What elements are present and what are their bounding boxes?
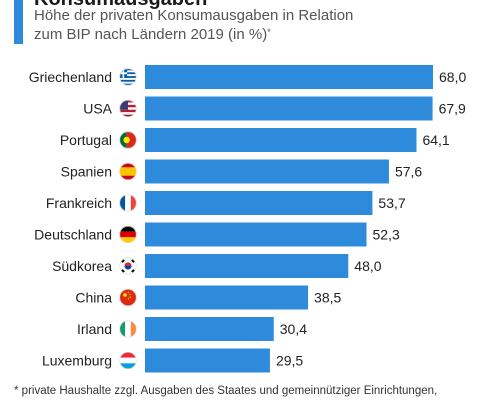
- subtitle-text: Höhe der privaten Konsumausgaben in Rela…: [34, 7, 354, 43]
- bar: [145, 317, 274, 341]
- category-label: Frankreich: [46, 195, 112, 211]
- value-label: 38,5: [314, 290, 341, 306]
- france-flag-icon: [119, 194, 137, 212]
- chart-subtitle: Höhe der privaten Konsumausgaben in Rela…: [34, 6, 353, 44]
- bar-row: Portugal 64,1: [60, 128, 450, 152]
- category-label: Irland: [77, 321, 112, 337]
- greece-flag-icon: [119, 68, 137, 86]
- bar-row: Irland 30,4: [77, 317, 307, 341]
- bar: [145, 254, 349, 278]
- bar-row: Spanien 57,6: [61, 159, 422, 184]
- bar: [145, 159, 389, 184]
- value-label: 48,0: [354, 258, 381, 274]
- value-label: 64,1: [422, 132, 449, 148]
- value-label: 52,3: [373, 227, 400, 243]
- category-label: Südkorea: [52, 258, 112, 274]
- footnote: * private Haushalte zzgl. Ausgaben des S…: [14, 385, 438, 397]
- bar: [145, 222, 367, 247]
- usa-flag-icon: [119, 100, 137, 118]
- bar-row: Frankreich 53,7: [46, 191, 406, 215]
- value-label: 68,0: [439, 69, 466, 85]
- category-label: Portugal: [60, 132, 112, 148]
- portugal-flag-icon: [119, 131, 137, 149]
- value-label: 30,4: [280, 321, 307, 337]
- title-accent-bar: [14, 0, 23, 44]
- bar: [145, 285, 309, 310]
- value-label: 53,7: [378, 195, 405, 211]
- bar-row: China 38,5: [75, 285, 342, 310]
- bar-row: Griechenland 68,0: [29, 65, 466, 89]
- bar-row: USA 67,9: [83, 96, 466, 121]
- bar: [145, 348, 270, 373]
- value-label: 29,5: [276, 353, 303, 369]
- subtitle-footnote-mark: *: [267, 27, 271, 37]
- category-label: Spanien: [61, 164, 112, 180]
- bar: [145, 96, 433, 121]
- category-label: China: [75, 290, 112, 306]
- germany-flag-icon: [119, 226, 137, 244]
- chart-title: Konsumausgaben: [34, 0, 207, 11]
- bar-row: Deutschland 52,3: [34, 222, 400, 247]
- category-label: Luxemburg: [42, 353, 112, 369]
- category-label: Deutschland: [34, 227, 112, 243]
- bar: [145, 128, 417, 152]
- category-label: USA: [83, 101, 112, 117]
- china-flag-icon: [119, 288, 137, 306]
- bar: [145, 65, 433, 89]
- south-korea-flag-icon: [119, 257, 137, 275]
- value-label: 67,9: [439, 101, 466, 117]
- ireland-flag-icon: [119, 320, 137, 338]
- spain-flag-icon: [119, 163, 137, 181]
- value-label: 57,6: [395, 164, 422, 180]
- category-label: Griechenland: [29, 69, 112, 85]
- luxembourg-flag-icon: [119, 351, 137, 369]
- bar-row: Luxemburg 29,5: [42, 348, 303, 373]
- bar: [145, 191, 373, 215]
- bar-row: Südkorea 48,0: [52, 254, 382, 278]
